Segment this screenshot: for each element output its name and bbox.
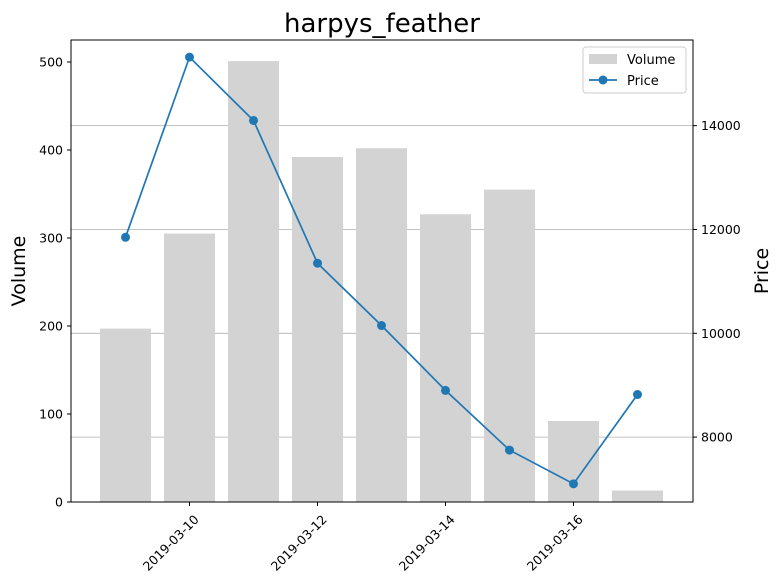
price-point bbox=[569, 479, 578, 489]
plot-frame bbox=[70, 39, 694, 503]
volume-bar bbox=[420, 214, 471, 503]
price-point bbox=[505, 445, 514, 455]
price-point bbox=[313, 258, 322, 268]
bottom-axis-tick-label: 2019-03-16 bbox=[524, 512, 586, 574]
price-line bbox=[121, 52, 642, 489]
left-axis-tick-label: 300 bbox=[39, 231, 63, 246]
right-axis-tick-label: 12000 bbox=[701, 222, 741, 237]
price-point bbox=[249, 115, 258, 125]
price-point bbox=[441, 385, 450, 395]
legend-price-swatch-marker bbox=[598, 75, 608, 85]
bottom-axis-tick-label: 2019-03-10 bbox=[140, 512, 202, 574]
volume-bar bbox=[292, 157, 343, 503]
left-axis-tick-label: 200 bbox=[39, 319, 63, 334]
bottom-axis: 2019-03-10 2019-03-12 2019-03-14 2019-03-16 bbox=[140, 502, 586, 574]
right-axis: 8000 10000 12000 14000 bbox=[693, 118, 741, 445]
volume-bar bbox=[612, 490, 663, 502]
price-point bbox=[633, 390, 642, 400]
left-axis-tick-label: 100 bbox=[39, 407, 63, 422]
legend-volume-swatch bbox=[589, 54, 617, 64]
price-point bbox=[185, 52, 194, 62]
right-axis-tick-label: 10000 bbox=[701, 326, 741, 341]
volume-bar bbox=[484, 189, 535, 502]
chart-title: harpys_feather bbox=[284, 9, 480, 39]
volume-bar bbox=[164, 233, 215, 502]
volume-bar bbox=[100, 328, 151, 502]
legend-volume-label: Volume bbox=[627, 53, 675, 68]
volume-bar bbox=[548, 421, 599, 502]
price-point bbox=[121, 232, 130, 242]
left-axis-title: Volume bbox=[8, 236, 30, 307]
left-axis-tick-label: 0 bbox=[55, 495, 63, 510]
left-axis-tick-label: 500 bbox=[39, 55, 63, 70]
legend: Volume Price bbox=[582, 46, 687, 94]
volume-bars bbox=[100, 61, 663, 503]
right-axis-title: Price bbox=[751, 248, 773, 294]
price-point bbox=[377, 321, 386, 331]
volume-bar bbox=[228, 61, 279, 503]
legend-price-label: Price bbox=[627, 74, 659, 89]
bottom-axis-tick-label: 2019-03-14 bbox=[396, 512, 458, 574]
left-axis: 0 100 200 300 400 500 bbox=[39, 55, 71, 510]
bottom-axis-tick-label: 2019-03-12 bbox=[268, 512, 330, 574]
right-axis-tick-label: 14000 bbox=[701, 118, 741, 133]
right-axis-tick-label: 8000 bbox=[701, 430, 733, 445]
left-axis-tick-label: 400 bbox=[39, 143, 63, 158]
